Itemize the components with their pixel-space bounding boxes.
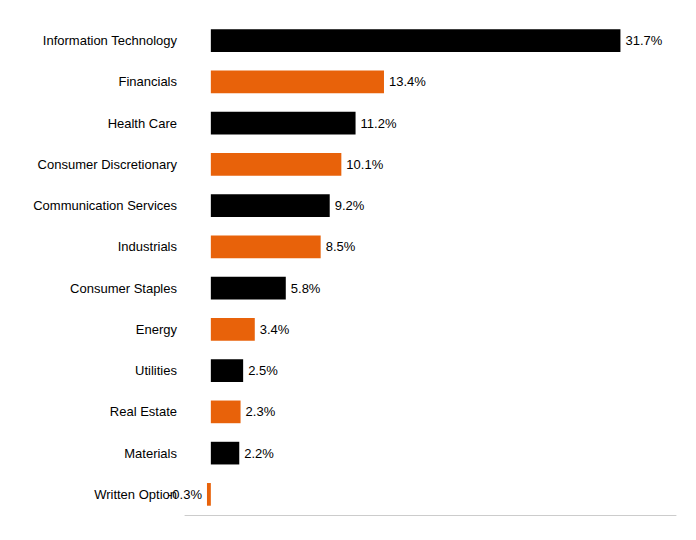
svg-text:31.7%: 31.7%: [625, 33, 662, 48]
svg-text:8.5%: 8.5%: [326, 239, 356, 254]
svg-text:Energy: Energy: [136, 322, 178, 337]
svg-text:-0.3%: -0.3%: [168, 487, 202, 502]
svg-text:2.3%: 2.3%: [246, 404, 276, 419]
svg-text:Consumer Discretionary: Consumer Discretionary: [38, 157, 178, 172]
svg-text:Information Technology: Information Technology: [43, 33, 178, 48]
svg-text:Written Option: Written Option: [94, 487, 177, 502]
svg-text:Industrials: Industrials: [118, 239, 178, 254]
svg-text:Financials: Financials: [118, 74, 177, 89]
svg-text:11.2%: 11.2%: [361, 116, 397, 131]
svg-text:Communication Services: Communication Services: [33, 198, 177, 213]
svg-text:3.4%: 3.4%: [260, 322, 290, 337]
svg-text:Materials: Materials: [124, 446, 177, 461]
svg-text:Consumer Staples: Consumer Staples: [70, 281, 177, 296]
svg-text:9.2%: 9.2%: [335, 198, 365, 213]
svg-text:5.8%: 5.8%: [291, 281, 321, 296]
svg-text:10.1%: 10.1%: [346, 157, 383, 172]
svg-text:Utilities: Utilities: [135, 363, 177, 378]
svg-text:Real Estate: Real Estate: [110, 404, 177, 419]
svg-text:2.5%: 2.5%: [248, 363, 278, 378]
svg-text:Health Care: Health Care: [108, 116, 177, 131]
svg-text:2.2%: 2.2%: [244, 446, 274, 461]
svg-text:13.4%: 13.4%: [389, 74, 426, 89]
